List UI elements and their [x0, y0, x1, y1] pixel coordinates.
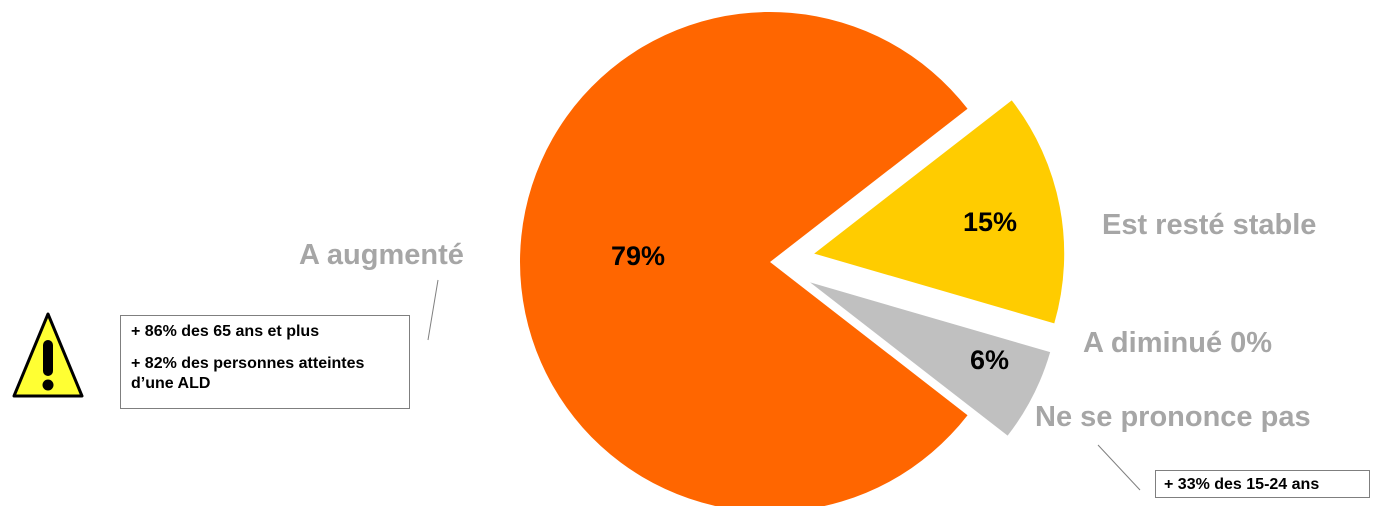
value-label-15: 15% [963, 207, 1018, 237]
note-line-15-24-ans: + 33% des 15-24 ans [1164, 476, 1320, 493]
label-est-reste-stable: Est resté stable [1102, 209, 1317, 241]
note-box-ne-se-prononce: + 33% des 15-24 ans [1155, 470, 1370, 498]
value-label-6: 6% [970, 345, 1010, 375]
pie-slice-4 [810, 282, 1051, 436]
leader-line-augmente [427, 279, 439, 341]
label-ne-se-prononce-pas: Ne se prononce pas [1035, 401, 1311, 433]
pie-slice-1 [520, 12, 968, 506]
value-label-79: 79% [611, 241, 666, 271]
label-a-augmente: A augmenté [299, 239, 464, 271]
note-box-augmente: + 86% des 65 ans et plus + 82% des perso… [120, 315, 410, 409]
label-a-diminue: A diminué 0% [1083, 327, 1273, 359]
leader-line-ne-se-prononce [1097, 444, 1141, 491]
note-line-ald: + 82% des personnes atteintes d’une ALD [131, 355, 365, 392]
note-line-65-ans: + 86% des 65 ans et plus [131, 323, 320, 340]
warning-triangle-icon [12, 312, 84, 398]
pie-slice-2 [814, 100, 1065, 324]
